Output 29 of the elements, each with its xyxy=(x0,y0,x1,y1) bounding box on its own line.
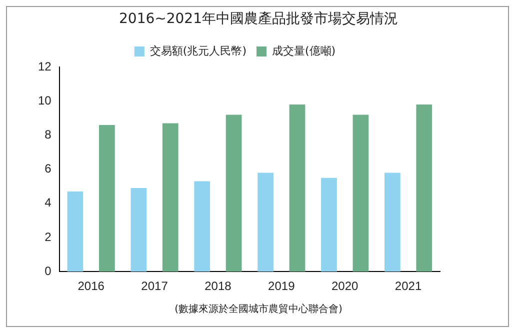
bar xyxy=(384,172,400,272)
bar xyxy=(416,104,432,272)
x-tick-label: 2018 xyxy=(204,279,232,294)
x-tick-label: 2016 xyxy=(78,279,105,294)
bar xyxy=(194,181,210,272)
x-tick-label: 2020 xyxy=(331,279,359,294)
text: (數據來源於全國城市農貿中心聯合會) xyxy=(174,302,344,316)
y-tick-label: 10 xyxy=(38,93,52,108)
bar xyxy=(226,114,242,272)
bar xyxy=(162,123,178,272)
x-tick-label: 2021 xyxy=(394,279,422,294)
y-tick-label: 8 xyxy=(44,128,52,142)
y-tick-label: 2 xyxy=(44,230,52,244)
y-tick-label: 12 xyxy=(38,59,52,74)
bar xyxy=(321,178,337,272)
bar xyxy=(289,104,306,272)
bar xyxy=(99,124,115,272)
y-tick-label: 4 xyxy=(44,196,52,210)
x-tick-label: 2017 xyxy=(141,279,168,294)
bar xyxy=(67,191,84,272)
y-tick-label: 6 xyxy=(44,162,52,176)
legend-label: 交易額(兆元人民幣) xyxy=(150,44,247,58)
bar xyxy=(130,188,147,272)
y-tick-label: 0 xyxy=(44,264,52,278)
chart-title: 2016~2021年中國農產品批發市場交易情況 xyxy=(118,10,399,28)
legend-label: 成交量(億噸) xyxy=(272,44,336,58)
bar xyxy=(352,114,369,272)
x-tick-label: 2019 xyxy=(268,279,296,294)
bar xyxy=(258,172,274,272)
